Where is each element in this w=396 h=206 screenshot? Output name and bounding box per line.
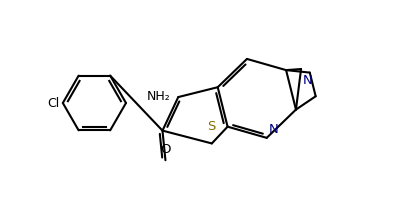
Text: Cl: Cl	[48, 97, 60, 110]
Text: O: O	[160, 143, 171, 156]
Text: NH₂: NH₂	[147, 90, 170, 103]
Text: N: N	[303, 74, 313, 87]
Text: S: S	[207, 119, 215, 132]
Text: N: N	[268, 122, 278, 135]
